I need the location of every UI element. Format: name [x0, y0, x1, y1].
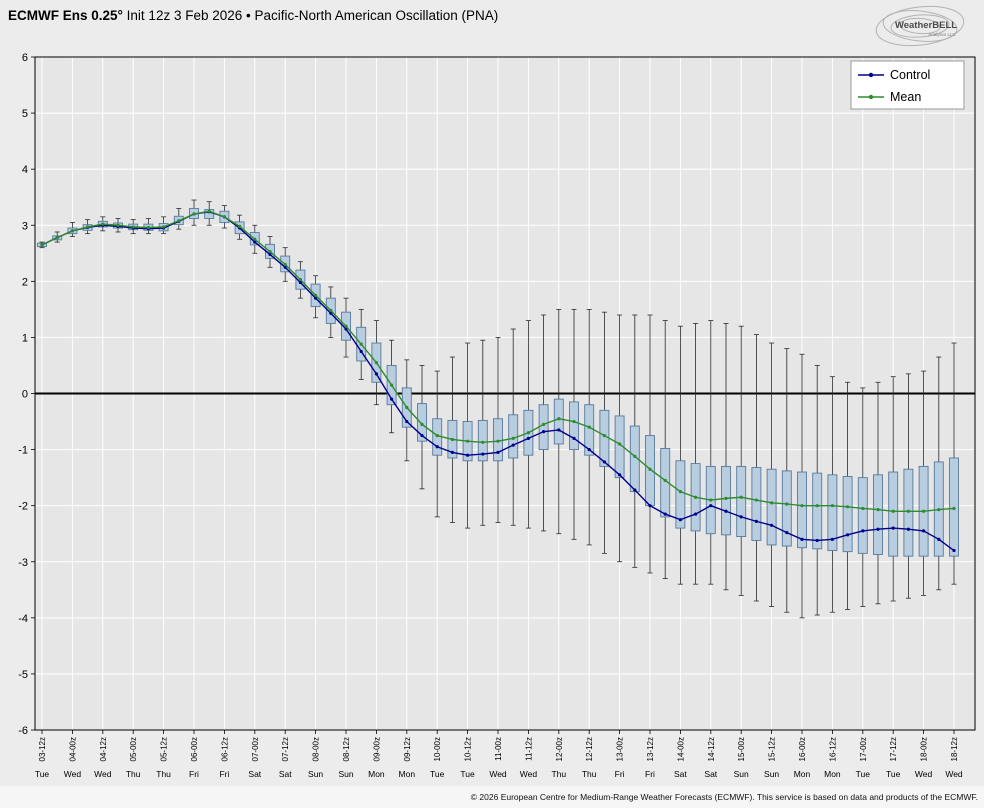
svg-text:04-12z: 04-12z [99, 737, 108, 761]
weatherbell-logo: WeatherBELL Analytics LLC [875, 5, 965, 47]
title-product: ECMWF Ens 0.25° [8, 8, 123, 23]
svg-text:Mon: Mon [824, 769, 841, 779]
svg-text:Tue: Tue [35, 769, 50, 779]
day-of-week-labels: Tue Wed Wed Thu Thu Fri Fri Sat Sat Sun Sun Mon Mon T… [35, 769, 963, 779]
title-init-and-index: Init 12z 3 Feb 2026 • Pacific-North Amer… [122, 8, 499, 23]
page-title: ECMWF Ens 0.25° Init 12z 3 Feb 2026 • Pa… [8, 8, 498, 23]
svg-text:-6: -6 [18, 725, 28, 737]
svg-text:12-00z: 12-00z [555, 737, 564, 761]
svg-text:Fri: Fri [189, 769, 199, 779]
svg-text:14-00z: 14-00z [676, 737, 685, 761]
svg-text:07-00z: 07-00z [251, 737, 260, 761]
svg-text:Sat: Sat [248, 769, 261, 779]
svg-text:1: 1 [22, 332, 28, 344]
legend-control-marker [868, 72, 874, 78]
copyright-text: © 2026 European Centre for Medium-Range … [470, 792, 978, 802]
svg-text:Fri: Fri [219, 769, 229, 779]
svg-text:4: 4 [22, 164, 28, 176]
svg-text:-3: -3 [18, 557, 28, 569]
svg-text:Fri: Fri [615, 769, 625, 779]
svg-text:15-12z: 15-12z [768, 737, 777, 761]
svg-text:Tue: Tue [460, 769, 475, 779]
svg-text:2: 2 [22, 276, 28, 288]
svg-text:11-12z: 11-12z [524, 737, 533, 761]
svg-text:17-00z: 17-00z [859, 737, 868, 761]
svg-text:Sat: Sat [704, 769, 717, 779]
legend-mean-label: Mean [890, 90, 921, 104]
svg-text:Thu: Thu [126, 769, 141, 779]
svg-text:Fri: Fri [645, 769, 655, 779]
y-axis-labels: -6 -5 -4 -3 -2 -1 0 1 2 3 4 5 6 [18, 52, 35, 737]
svg-text:-4: -4 [18, 613, 28, 625]
svg-text:Tue: Tue [886, 769, 901, 779]
pna-ensemble-chart: -6 -5 -4 -3 -2 -1 0 1 2 3 4 5 6 03-12z 04-00z 04-12z 05-… [18, 52, 976, 779]
svg-text:12-12z: 12-12z [585, 737, 594, 761]
svg-text:Tue: Tue [430, 769, 445, 779]
svg-text:05-00z: 05-00z [129, 737, 138, 761]
legend-control-label: Control [890, 68, 930, 82]
logo-brand-text: WeatherBELL [895, 20, 957, 31]
svg-text:04-00z: 04-00z [68, 737, 77, 761]
logo-sub-text: Analytics LLC [928, 32, 956, 37]
mean-series-line [40, 209, 956, 513]
svg-text:Tue: Tue [856, 769, 871, 779]
gridlines [35, 56, 975, 731]
svg-text:Thu: Thu [582, 769, 597, 779]
svg-text:06-00z: 06-00z [190, 737, 199, 761]
svg-text:13-00z: 13-00z [616, 737, 625, 761]
svg-text:Sat: Sat [279, 769, 292, 779]
svg-text:11-00z: 11-00z [494, 737, 503, 761]
svg-text:Wed: Wed [520, 769, 538, 779]
svg-text:3: 3 [22, 220, 28, 232]
svg-text:16-12z: 16-12z [828, 737, 837, 761]
svg-text:5: 5 [22, 108, 28, 120]
svg-text:09-12z: 09-12z [403, 737, 412, 761]
svg-text:Wed: Wed [94, 769, 112, 779]
svg-text:05-12z: 05-12z [160, 737, 169, 761]
svg-text:Sun: Sun [338, 769, 353, 779]
svg-text:Wed: Wed [64, 769, 82, 779]
svg-text:Wed: Wed [915, 769, 933, 779]
legend-mean-marker [868, 94, 874, 100]
svg-text:06-12z: 06-12z [220, 737, 229, 761]
x-axis-labels: 03-12z 04-00z 04-12z 05-00z 05-12z 06-00z 06-1… [38, 730, 959, 761]
svg-text:10-12z: 10-12z [464, 737, 473, 761]
svg-text:08-12z: 08-12z [342, 737, 351, 761]
svg-text:07-12z: 07-12z [281, 737, 290, 761]
svg-text:Wed: Wed [945, 769, 963, 779]
svg-text:18-12z: 18-12z [950, 737, 959, 761]
svg-text:Sun: Sun [308, 769, 323, 779]
footer-bar: © 2026 European Centre for Medium-Range … [0, 786, 984, 808]
svg-text:Sat: Sat [674, 769, 687, 779]
svg-text:14-12z: 14-12z [707, 737, 716, 761]
svg-text:16-00z: 16-00z [798, 737, 807, 761]
svg-text:03-12z: 03-12z [38, 737, 47, 761]
svg-text:Wed: Wed [489, 769, 507, 779]
svg-text:-2: -2 [18, 501, 28, 513]
svg-text:Mon: Mon [794, 769, 811, 779]
svg-text:13-12z: 13-12z [646, 737, 655, 761]
svg-text:Mon: Mon [399, 769, 416, 779]
legend-box [850, 60, 965, 110]
svg-text:0: 0 [22, 389, 28, 401]
svg-text:Thu: Thu [551, 769, 566, 779]
svg-text:Sun: Sun [764, 769, 779, 779]
svg-text:-1: -1 [18, 445, 28, 457]
svg-text:10-00z: 10-00z [433, 737, 442, 761]
plot-content: -6 -5 -4 -3 -2 -1 0 1 2 3 4 5 6 03-12z 04-00z 04-12z 05-… [18, 52, 976, 779]
svg-text:Sun: Sun [734, 769, 749, 779]
svg-text:09-00z: 09-00z [372, 737, 381, 761]
logo-swirl-icon [875, 5, 965, 47]
svg-text:Thu: Thu [156, 769, 171, 779]
chart-legend: Control Mean [850, 60, 965, 110]
svg-text:Mon: Mon [368, 769, 385, 779]
svg-text:15-00z: 15-00z [737, 737, 746, 761]
svg-text:6: 6 [22, 52, 28, 64]
svg-text:08-00z: 08-00z [312, 737, 321, 761]
svg-text:-5: -5 [18, 669, 28, 681]
svg-text:18-00z: 18-00z [920, 737, 929, 761]
svg-text:17-12z: 17-12z [889, 737, 898, 761]
